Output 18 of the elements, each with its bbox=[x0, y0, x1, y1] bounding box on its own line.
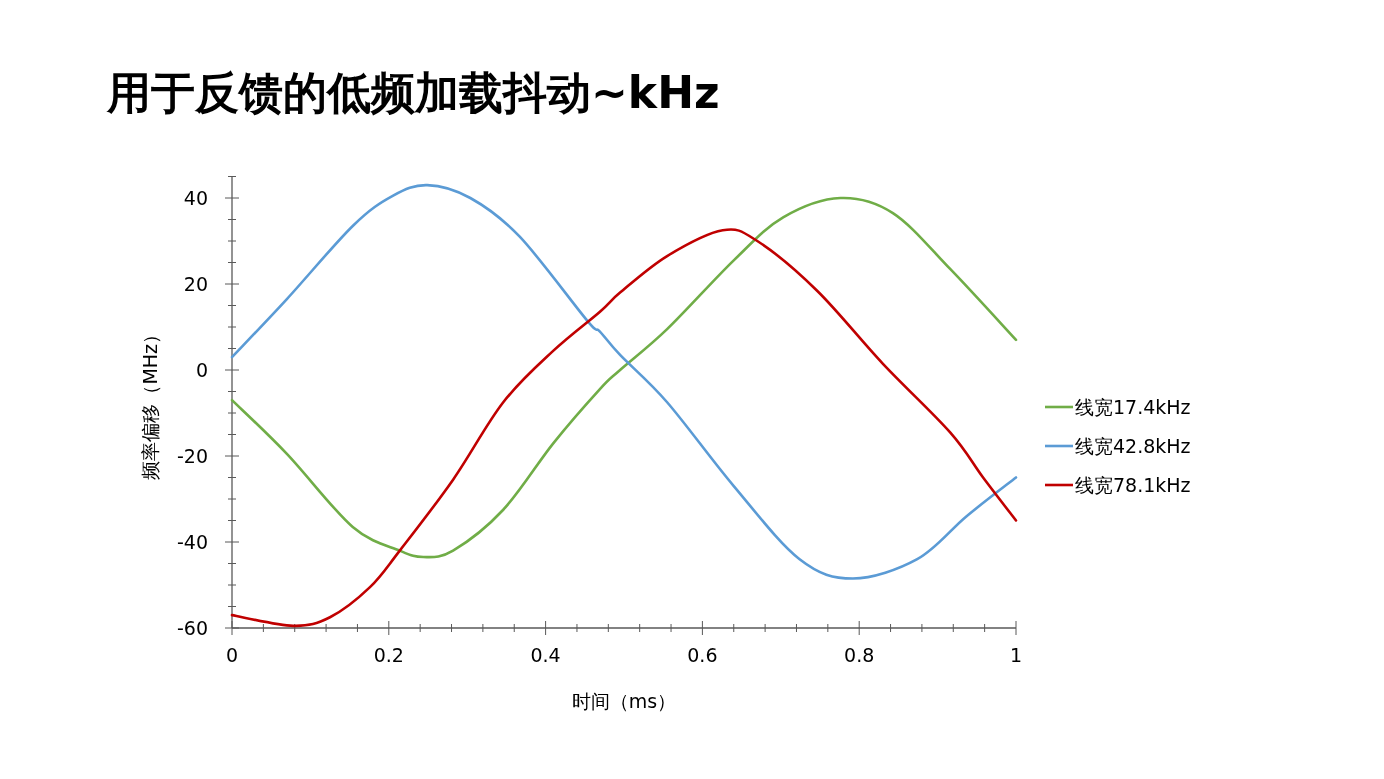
x-tick-label: 0.8 bbox=[844, 644, 875, 666]
x-tick-label: 0.6 bbox=[687, 644, 718, 666]
y-tick-label: -60 bbox=[176, 617, 208, 639]
chart-title: 用于反馈的低频加载抖动~kHz bbox=[106, 67, 720, 118]
x-tick-label: 0.2 bbox=[373, 644, 404, 666]
y-tick-label: 40 bbox=[183, 187, 208, 209]
y-tick-label: 0 bbox=[195, 359, 208, 381]
y-axis-title: 频率偏移（MHz） bbox=[139, 324, 161, 480]
y-tick-label: -20 bbox=[176, 445, 208, 467]
y-tick-label: -40 bbox=[176, 531, 208, 553]
x-axis-title: 时间（ms） bbox=[571, 690, 677, 712]
legend-label: 线宽17.4kHz bbox=[1075, 396, 1191, 418]
legend-label: 线宽42.8kHz bbox=[1075, 435, 1191, 457]
x-tick-label: 1 bbox=[1009, 644, 1023, 666]
x-tick-label: 0 bbox=[225, 644, 239, 666]
legend-label: 线宽78.1kHz bbox=[1075, 474, 1191, 496]
y-tick-label: 20 bbox=[183, 273, 208, 295]
x-tick-label: 0.4 bbox=[530, 644, 561, 666]
